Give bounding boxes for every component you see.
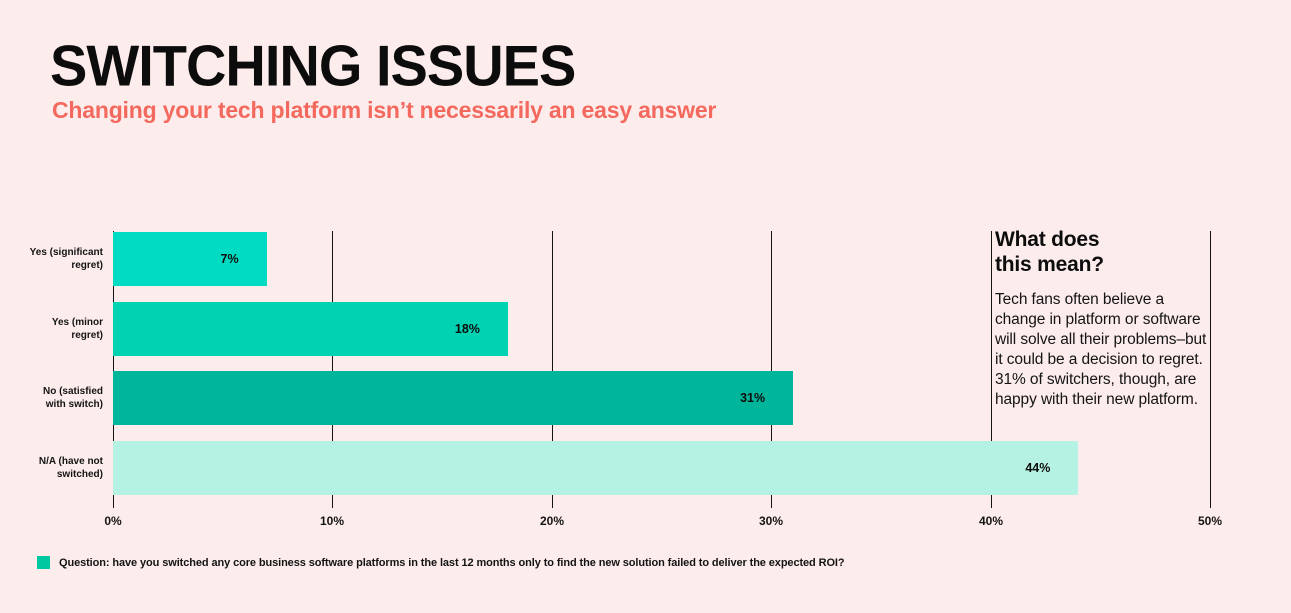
legend: Question: have you switched any core bus… <box>37 556 845 569</box>
x-axis-tick-label: 20% <box>539 514 565 528</box>
bar-value-label: 7% <box>220 252 239 266</box>
category-label: No (satisfied with switch) <box>42 386 103 410</box>
page-subtitle: Changing your tech platform isn’t necess… <box>52 97 717 123</box>
legend-swatch-icon <box>37 556 50 569</box>
bar-value-label: 31% <box>740 391 766 405</box>
x-axis-tick-label: 40% <box>978 514 1004 528</box>
bar: 7% <box>113 232 267 286</box>
legend-label: Question: have you switched any core bus… <box>59 556 845 569</box>
bar: 31% <box>113 371 794 425</box>
gridline <box>332 231 333 508</box>
category-label: N/A (have not switched) <box>38 456 103 480</box>
annotation-heading: What does this mean? <box>995 228 1104 276</box>
bar: 18% <box>113 302 508 356</box>
x-axis-tick-label: 50% <box>1197 514 1223 528</box>
gridline <box>113 231 114 508</box>
annotation-panel: What does this mean? Tech fans often bel… <box>995 227 1207 410</box>
gridline <box>1210 231 1211 508</box>
page-title: SWITCHING ISSUES <box>50 32 576 98</box>
x-axis-tick-label: 30% <box>758 514 784 528</box>
category-label: Yes (minor regret) <box>51 317 103 341</box>
gridline <box>991 231 992 508</box>
x-axis-tick-label: 10% <box>319 514 345 528</box>
bar-value-label: 44% <box>1025 461 1051 475</box>
gridline <box>771 231 772 508</box>
gridline <box>552 231 553 508</box>
category-label: Yes (significant regret) <box>29 247 103 271</box>
annotation-body: Tech fans often believe a change in plat… <box>995 291 1207 408</box>
bar-value-label: 18% <box>454 322 480 336</box>
x-axis-tick-label: 0% <box>104 514 122 528</box>
bar-chart: 7% 18% 31% 44% Yes (significant regret) Yes … <box>30 230 1222 528</box>
bar: 44% <box>113 441 1079 495</box>
